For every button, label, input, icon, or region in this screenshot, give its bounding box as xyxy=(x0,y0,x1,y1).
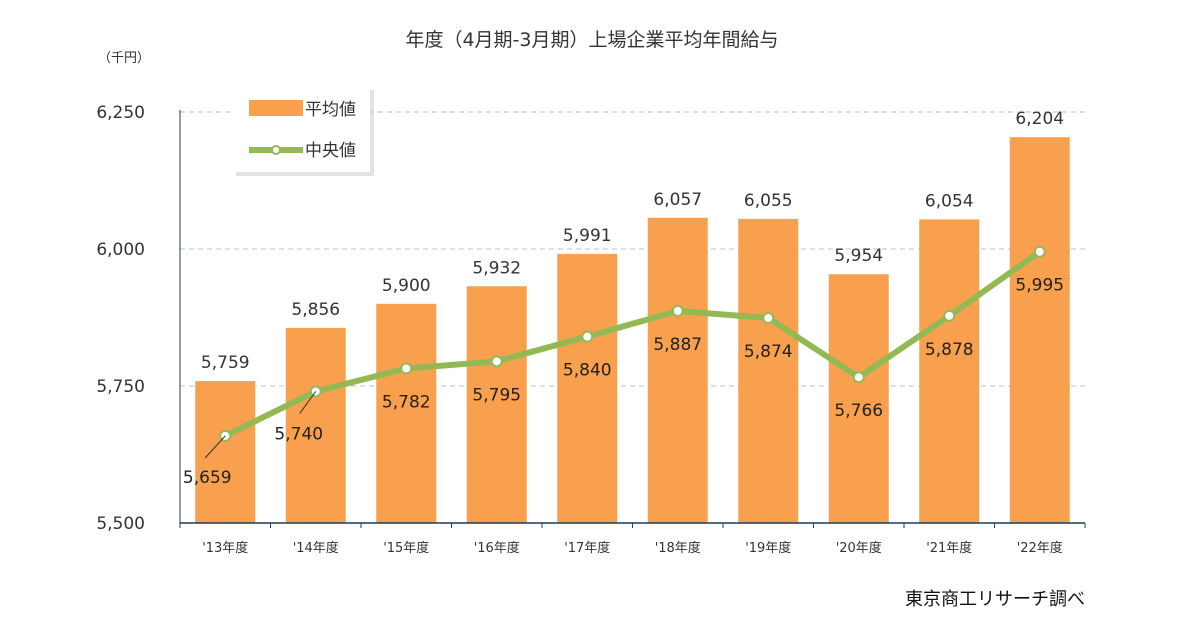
bar xyxy=(376,303,437,523)
median-value-label: 5,782 xyxy=(382,392,431,412)
leader-line xyxy=(299,391,317,414)
median-point xyxy=(400,362,413,375)
legend-swatch-bar xyxy=(249,100,303,116)
x-tick-label: '19年度 xyxy=(745,540,791,556)
source-note: 東京商工リサーチ調べ xyxy=(905,589,1085,610)
median-point xyxy=(490,355,503,368)
bar-value-label: 5,932 xyxy=(472,258,521,278)
bar-value-label: 5,856 xyxy=(291,300,340,320)
bar xyxy=(919,219,980,523)
legend-swatch-point xyxy=(271,145,281,155)
x-tick-label: '15年度 xyxy=(383,540,429,556)
y-tick-label: 6,000 xyxy=(96,240,145,260)
bar-value-label: 5,759 xyxy=(201,353,250,373)
median-value-label: 5,840 xyxy=(563,361,612,381)
bar xyxy=(738,218,799,524)
y-tick-label: 6,250 xyxy=(96,103,145,123)
median-value-label: 5,887 xyxy=(653,335,702,355)
median-point xyxy=(762,312,775,325)
bar-value-label: 5,900 xyxy=(382,276,431,296)
x-tick-label: '16年度 xyxy=(474,540,520,556)
median-value-label: 5,995 xyxy=(1015,276,1064,296)
x-tick-label: '13年度 xyxy=(202,540,248,556)
y-tick-label: 5,500 xyxy=(96,514,145,534)
median-point xyxy=(581,330,594,343)
bar-value-label: 5,991 xyxy=(563,226,612,246)
y-tick-label: 5,750 xyxy=(96,377,145,397)
x-tick-label: '21年度 xyxy=(926,540,972,556)
legend-label-line: 中央値 xyxy=(305,141,356,161)
bar xyxy=(466,286,527,523)
median-value-label: 5,878 xyxy=(925,340,974,360)
bar-value-label: 6,054 xyxy=(925,191,974,211)
bar xyxy=(285,327,346,523)
median-value-label: 5,795 xyxy=(472,385,521,405)
median-point xyxy=(852,371,865,384)
bar-value-label: 6,057 xyxy=(653,190,702,210)
x-tick-label: '14年度 xyxy=(293,540,339,556)
bar-value-label: 5,954 xyxy=(834,246,883,266)
median-value-label: 5,874 xyxy=(744,342,793,362)
chart-title: 年度（4月期-3月期）上場企業平均年間給与 xyxy=(405,29,778,51)
bar xyxy=(828,274,889,523)
bar xyxy=(1009,137,1070,523)
bar xyxy=(647,217,708,523)
bar-value-label: 6,055 xyxy=(744,191,793,211)
bar-value-label: 6,204 xyxy=(1015,109,1064,129)
median-value-label: 5,766 xyxy=(834,401,883,421)
median-point xyxy=(1033,245,1046,258)
legend-label-bar: 平均値 xyxy=(305,100,356,120)
median-line xyxy=(222,248,1043,439)
unit-label: （千円） xyxy=(98,51,150,66)
x-tick-label: '20年度 xyxy=(836,540,882,556)
leader-line xyxy=(204,435,226,459)
x-tick-label: '18年度 xyxy=(655,540,701,556)
bar xyxy=(195,381,256,523)
median-value-label: 5,740 xyxy=(274,424,323,444)
bar xyxy=(557,253,618,523)
median-point xyxy=(671,304,684,317)
x-tick-label: '22年度 xyxy=(1017,540,1063,556)
median-point xyxy=(943,309,956,322)
median-value-label: 5,659 xyxy=(183,468,232,488)
x-tick-label: '17年度 xyxy=(564,540,610,556)
